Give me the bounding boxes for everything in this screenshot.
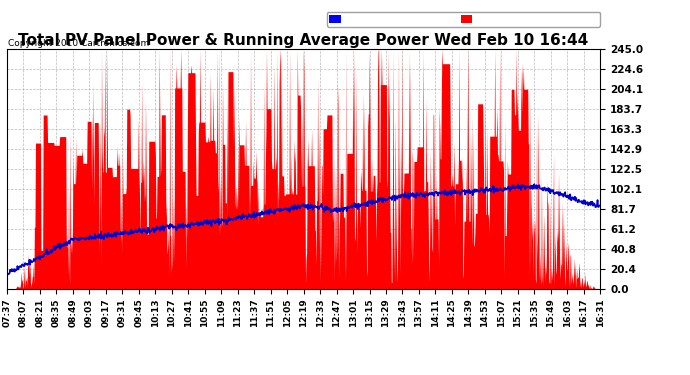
Legend: Average (DC Watts), PV Panels (DC Watts): Average (DC Watts), PV Panels (DC Watts) (326, 12, 600, 27)
Text: Copyright 2010 Cartronics.com: Copyright 2010 Cartronics.com (8, 39, 150, 48)
Title: Total PV Panel Power & Running Average Power Wed Feb 10 16:44: Total PV Panel Power & Running Average P… (19, 33, 589, 48)
